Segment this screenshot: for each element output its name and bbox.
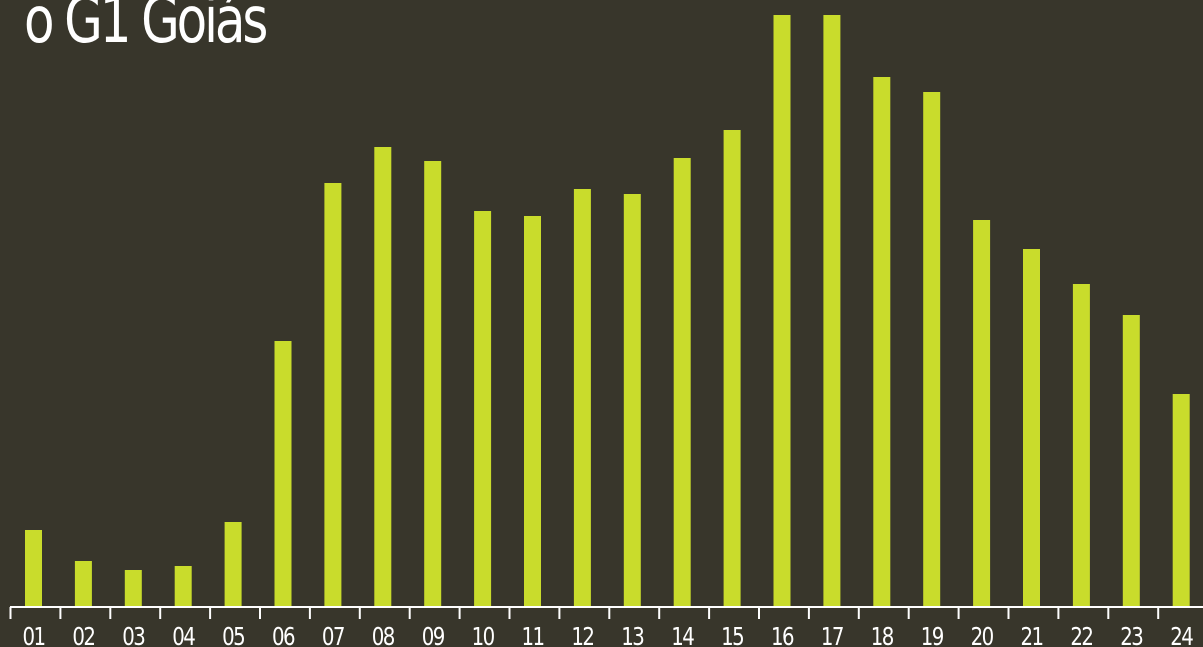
x-tick-label: 09 (422, 622, 445, 647)
x-axis-tick-labels: 01 02 03 04 05 06 07 08 09 10 11 12 13 14 15 16 17 18 19 20… (23, 622, 1196, 647)
x-tick-label: 06 (272, 622, 295, 647)
x-tick-label: 16 (771, 622, 794, 647)
bar-16 (773, 15, 791, 606)
bar-11 (524, 216, 541, 606)
bar-05 (224, 522, 242, 606)
bar-06 (274, 341, 292, 606)
x-tick-label: 12 (571, 622, 593, 647)
x-tick-label: 05 (222, 622, 244, 647)
x-tick-label: 04 (172, 622, 195, 647)
bar-04 (174, 566, 192, 606)
x-tick-label: 20 (971, 622, 994, 647)
x-tick-label: 13 (621, 622, 643, 647)
bar-07 (324, 183, 342, 606)
x-tick-label: 07 (322, 622, 344, 647)
x-tick-label: 11 (522, 622, 544, 647)
bar-23 (1122, 315, 1140, 606)
x-axis-ticks (9, 607, 1160, 619)
bar-12 (573, 189, 591, 606)
bar-series (25, 15, 1190, 606)
chart-title: o G1 Goiás (24, 0, 268, 58)
bar-01 (25, 530, 42, 606)
x-tick-label: 17 (821, 622, 843, 647)
bar-08 (374, 147, 392, 606)
x-tick-label: 02 (72, 622, 94, 647)
bar-14 (673, 158, 691, 606)
bar-02 (74, 561, 92, 606)
x-tick-label: 23 (1120, 622, 1142, 647)
bar-20 (973, 220, 991, 606)
x-tick-label: 18 (871, 622, 894, 647)
bar-24 (1172, 394, 1190, 606)
bar-13 (623, 194, 641, 606)
x-tick-label: 24 (1170, 622, 1193, 647)
x-tick-label: 03 (122, 622, 144, 647)
bar-22 (1072, 284, 1090, 606)
x-tick-label: 10 (472, 622, 495, 647)
x-tick-label: 15 (721, 622, 743, 647)
x-tick-label: 01 (23, 622, 45, 647)
bar-03 (124, 570, 142, 606)
bar-09 (424, 161, 442, 606)
x-tick-label: 14 (671, 622, 694, 647)
bar-19 (923, 92, 941, 606)
x-tick-label: 22 (1070, 622, 1092, 647)
bar-21 (1023, 249, 1040, 606)
bar-10 (474, 211, 492, 606)
bar-17 (823, 15, 841, 606)
x-tick-label: 19 (921, 622, 944, 647)
bar-18 (873, 77, 891, 606)
x-tick-label: 08 (372, 622, 395, 647)
x-tick-label: 21 (1021, 622, 1043, 647)
bar-15 (723, 130, 741, 606)
